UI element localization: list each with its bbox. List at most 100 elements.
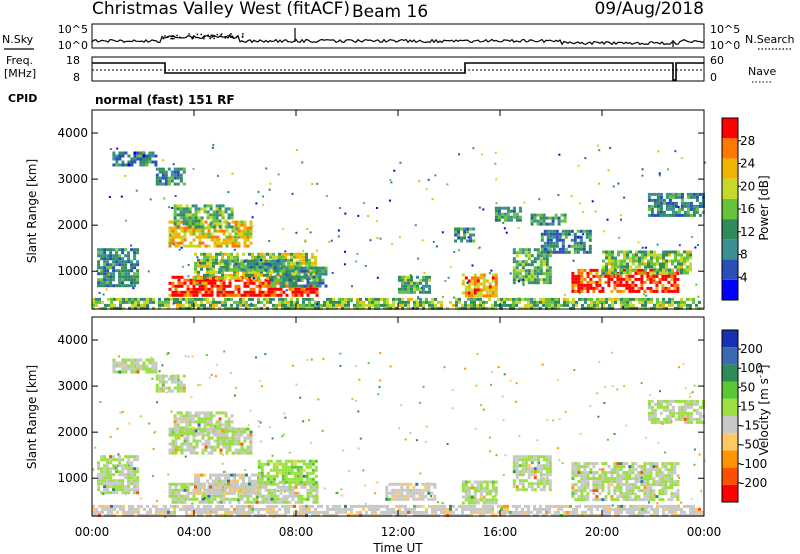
heatmap-cell: [247, 306, 250, 308]
heatmap-cell: [656, 420, 660, 424]
heatmap-cell: [207, 278, 211, 282]
heatmap-cell: [203, 210, 207, 214]
heatmap-cell: [470, 306, 473, 310]
heatmap-cell: [482, 495, 486, 499]
heatmap-cell: [616, 289, 620, 293]
heatmap-cell: [121, 370, 125, 374]
heatmap-cell: [177, 244, 181, 248]
heatmap-cell: [249, 448, 253, 452]
heatmap-cell: [518, 272, 522, 276]
heatmap-cell: [136, 251, 140, 255]
heatmap-cell: [659, 420, 663, 424]
heatmap-cell: [676, 483, 680, 487]
heatmap-cell: [302, 297, 305, 301]
heatmap-cell: [512, 303, 515, 307]
heatmap-cell: [571, 489, 575, 493]
heatmap-cell: [680, 405, 684, 409]
heatmap-cell: [689, 411, 693, 415]
heatmap-cell: [433, 482, 437, 486]
heatmap-cell: [130, 367, 134, 371]
heatmap-cell: [246, 427, 250, 431]
heatmap-cell: [494, 212, 498, 216]
heatmap-cell: [180, 229, 184, 233]
heatmap-cell: [249, 229, 253, 233]
heatmap-cell: [530, 254, 534, 258]
heatmap-cell: [203, 297, 206, 301]
heatmap-cell: [255, 259, 259, 263]
heatmap-cell: [285, 284, 289, 288]
heatmap-cell: [563, 216, 567, 220]
heatmap-cell: [573, 250, 577, 254]
heatmap-cell: [497, 218, 501, 222]
heatmap-cell: [311, 459, 315, 463]
heatmap-cell: [308, 480, 312, 484]
heatmap-cell: [288, 287, 292, 291]
heatmap-cell: [167, 182, 171, 186]
heatmap-cell: [683, 408, 687, 412]
heatmap-cell: [473, 285, 477, 289]
heatmap-cell: [198, 500, 202, 504]
heatmap-cell: [237, 220, 241, 224]
heatmap-cell: [606, 218, 609, 221]
noise-left-tick-top: 10^5: [58, 23, 88, 36]
heatmap-cell: [570, 195, 573, 198]
heatmap-cell: [324, 266, 328, 270]
heatmap-cell: [653, 201, 657, 205]
heatmap-cell: [294, 482, 298, 486]
heatmap-cell: [215, 479, 218, 483]
heatmap-cell: [629, 303, 632, 307]
heatmap-cell: [197, 411, 201, 415]
heatmap-cell: [467, 236, 470, 239]
heatmap-cell: [203, 482, 206, 486]
heatmap-cell: [607, 277, 611, 281]
heatmap-cell: [598, 474, 602, 478]
heatmap-cell: [273, 290, 277, 294]
heatmap-cell: [209, 264, 212, 268]
heatmap-cell: [143, 297, 146, 301]
heatmap-cell: [174, 229, 178, 233]
heatmap-cell: [410, 297, 413, 301]
heatmap-cell: [136, 157, 140, 161]
heatmap-cell: [294, 275, 298, 279]
heatmap-cell: [282, 500, 286, 504]
heatmap-cell: [686, 256, 689, 260]
heatmap-cell: [240, 433, 244, 437]
heatmap-cell: [543, 229, 547, 233]
heatmap-cell: [110, 303, 113, 307]
heatmap-cell: [287, 258, 290, 262]
heatmap-cell: [589, 489, 593, 493]
heatmap-cell: [407, 284, 410, 288]
heatmap-cell: [577, 274, 581, 278]
heatmap-cell: [263, 297, 266, 301]
heatmap-cell: [509, 218, 513, 222]
heatmap-cell: [650, 408, 654, 412]
heatmap-cell: [617, 253, 620, 257]
heatmap-cell: [545, 269, 549, 273]
heatmap-cell: [631, 280, 635, 284]
heatmap-cell: [121, 281, 125, 285]
heatmap-cell: [112, 488, 116, 492]
heatmap-cell: [242, 252, 245, 256]
heatmap-cell: [109, 148, 112, 150]
heatmap-cell: [571, 465, 575, 469]
heatmap-cell: [311, 477, 315, 481]
heatmap-cell: [305, 252, 308, 256]
heatmap-cell: [647, 253, 650, 257]
heatmap-cell: [598, 283, 602, 287]
heatmap-cell: [195, 287, 199, 291]
heatmap-cell: [488, 489, 492, 493]
heatmap-cell: [234, 220, 238, 224]
heatmap-cell: [589, 471, 593, 475]
heatmap-cell: [291, 266, 295, 270]
heatmap-cell: [222, 436, 226, 440]
heatmap-cell: [177, 232, 181, 236]
heatmap-cell: [173, 374, 177, 378]
heatmap-cell: [614, 262, 617, 266]
heatmap-cell: [112, 482, 116, 486]
heatmap-cell: [555, 235, 559, 239]
heatmap-cell: [195, 235, 199, 239]
heatmap-cell: [664, 286, 668, 290]
heatmap-cell: [168, 281, 172, 285]
heatmap-cell: [485, 279, 489, 283]
heatmap-cell: [209, 261, 212, 265]
